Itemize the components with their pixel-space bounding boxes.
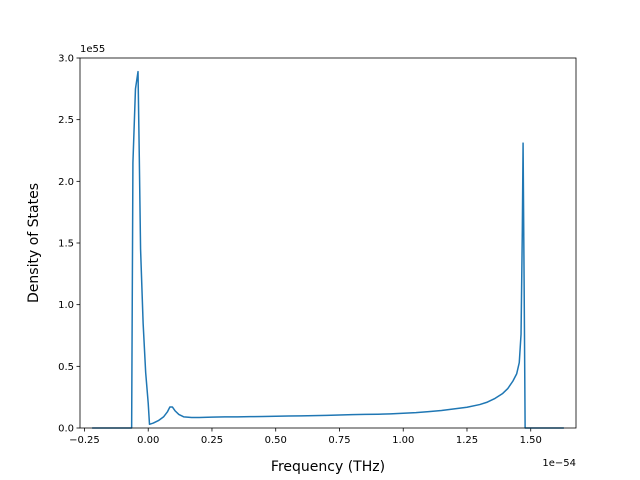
y-tick-label: 2.0 — [58, 177, 74, 188]
x-tick-label: 0.00 — [137, 435, 159, 446]
y-tick-label: 2.5 — [58, 115, 74, 126]
x-tick-label: 0.75 — [328, 435, 350, 446]
y-axis-ticks: 0.0 0.5 1.0 1.5 2.0 2.5 3.0 — [58, 54, 80, 435]
y-tick-label: 0.0 — [58, 424, 74, 435]
x-axis-label: Frequency (THz) — [271, 459, 385, 475]
x-tick-label: 0.25 — [201, 435, 223, 446]
x-tick-label: 1.25 — [456, 435, 478, 446]
y-offset-label: 1e55 — [80, 44, 105, 55]
y-tick-label: 0.5 — [58, 362, 74, 373]
x-tick-label: 1.00 — [392, 435, 414, 446]
y-axis-label: Density of States — [26, 183, 42, 303]
plot-frame — [79, 57, 577, 429]
x-tick-label: −0.25 — [69, 435, 100, 446]
y-tick-label: 1.0 — [58, 300, 74, 311]
x-offset-label: 1e−54 — [542, 458, 576, 469]
x-tick-label: 1.50 — [520, 435, 542, 446]
dos-line — [92, 70, 564, 429]
y-tick-label: 1.5 — [58, 239, 74, 250]
y-tick-label: 3.0 — [58, 54, 74, 65]
plot-area — [80, 58, 576, 428]
x-tick-label: 0.50 — [265, 435, 287, 446]
